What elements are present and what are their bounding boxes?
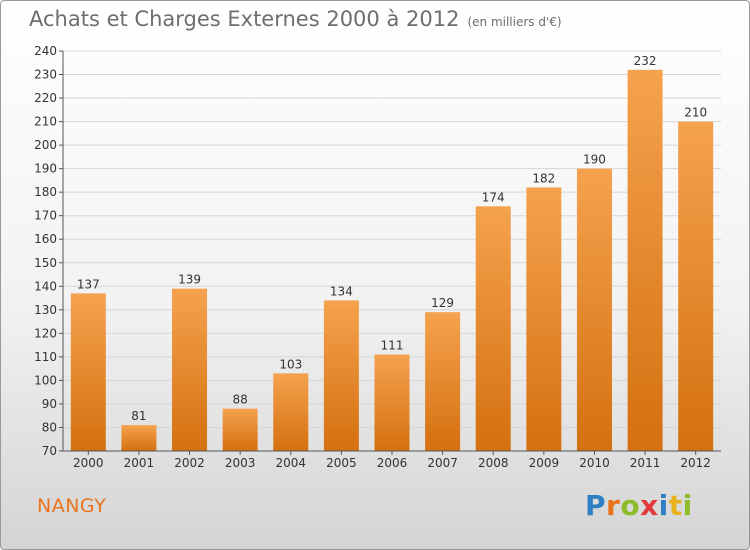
commune-name: NANGY [37, 495, 107, 517]
chart-unit: (en milliers d'€) [467, 15, 562, 29]
logo-letter: r [606, 489, 621, 522]
bar-2004 [273, 373, 309, 451]
data-label: 182 [532, 171, 555, 185]
data-label: 139 [178, 273, 201, 287]
chart-title: Achats et Charges Externes 2000 à 2012 (e… [29, 7, 562, 31]
bar-2008 [475, 206, 511, 451]
x-tick-label: 2006 [377, 456, 408, 470]
bar-2005 [323, 300, 359, 451]
y-tick-label: 190 [34, 162, 57, 176]
x-tick-label: 2003 [225, 456, 256, 470]
y-tick-label: 160 [34, 232, 57, 246]
bar-2011 [627, 69, 663, 451]
y-tick-label: 70 [42, 444, 57, 458]
proxiti-logo: Proxiti [585, 489, 693, 522]
x-tick-label: 2000 [73, 456, 104, 470]
x-tick-label: 2008 [478, 456, 509, 470]
bar-2009 [526, 187, 562, 451]
y-tick-label: 130 [34, 303, 57, 317]
bar-2012 [678, 121, 714, 452]
data-label: 134 [330, 284, 353, 298]
bar-2010 [576, 168, 612, 451]
bar-2007 [425, 312, 461, 451]
logo-letter: o [620, 489, 641, 522]
y-tick-label: 240 [34, 44, 57, 58]
data-label: 174 [482, 190, 505, 204]
logo-letter: x [640, 489, 659, 522]
data-label: 137 [77, 277, 100, 291]
y-tick-label: 230 [34, 68, 57, 82]
y-tick-label: 150 [34, 256, 57, 270]
data-label: 88 [233, 393, 248, 407]
y-tick-label: 120 [34, 326, 57, 340]
y-tick-label: 80 [42, 420, 57, 434]
axes [59, 50, 721, 455]
bars [70, 69, 714, 452]
bar-2006 [374, 354, 410, 451]
y-tick-label: 220 [34, 91, 57, 105]
chart-title-text: Achats et Charges Externes 2000 à 2012 [29, 7, 460, 31]
x-tick-label: 2011 [630, 456, 661, 470]
data-label: 81 [131, 409, 146, 423]
x-tick-label: 2010 [579, 456, 610, 470]
y-tick-label: 90 [42, 397, 57, 411]
data-label: 129 [431, 296, 454, 310]
x-tick-label: 2002 [174, 456, 205, 470]
data-label: 232 [634, 54, 657, 68]
data-label: 103 [279, 357, 302, 371]
x-tick-label: 2001 [124, 456, 155, 470]
x-tick-label: 2009 [529, 456, 560, 470]
y-tick-label: 170 [34, 209, 57, 223]
data-label: 111 [381, 339, 404, 353]
y-tick-label: 210 [34, 115, 57, 129]
bar-2001 [121, 425, 157, 451]
data-label: 190 [583, 153, 606, 167]
x-tick-label: 2007 [427, 456, 458, 470]
y-tick-label: 180 [34, 185, 57, 199]
y-tick-label: 200 [34, 138, 57, 152]
x-tick-label: 2012 [680, 456, 711, 470]
bar-2003 [222, 408, 258, 451]
x-tick-label: 2004 [275, 456, 306, 470]
logo-letter: t [668, 489, 683, 522]
y-tick-label: 110 [34, 350, 57, 364]
bar-2000 [70, 293, 106, 451]
data-label: 210 [684, 106, 707, 120]
logo-letter: i [658, 489, 669, 522]
logo-letter: P [585, 489, 607, 522]
x-tick-label: 2005 [326, 456, 357, 470]
y-tick-label: 100 [34, 373, 57, 387]
logo-letter: i [682, 489, 693, 522]
labels: 7080901001101201301401501601701801902002… [34, 44, 711, 470]
y-tick-label: 140 [34, 279, 57, 293]
bar-2002 [172, 288, 208, 451]
